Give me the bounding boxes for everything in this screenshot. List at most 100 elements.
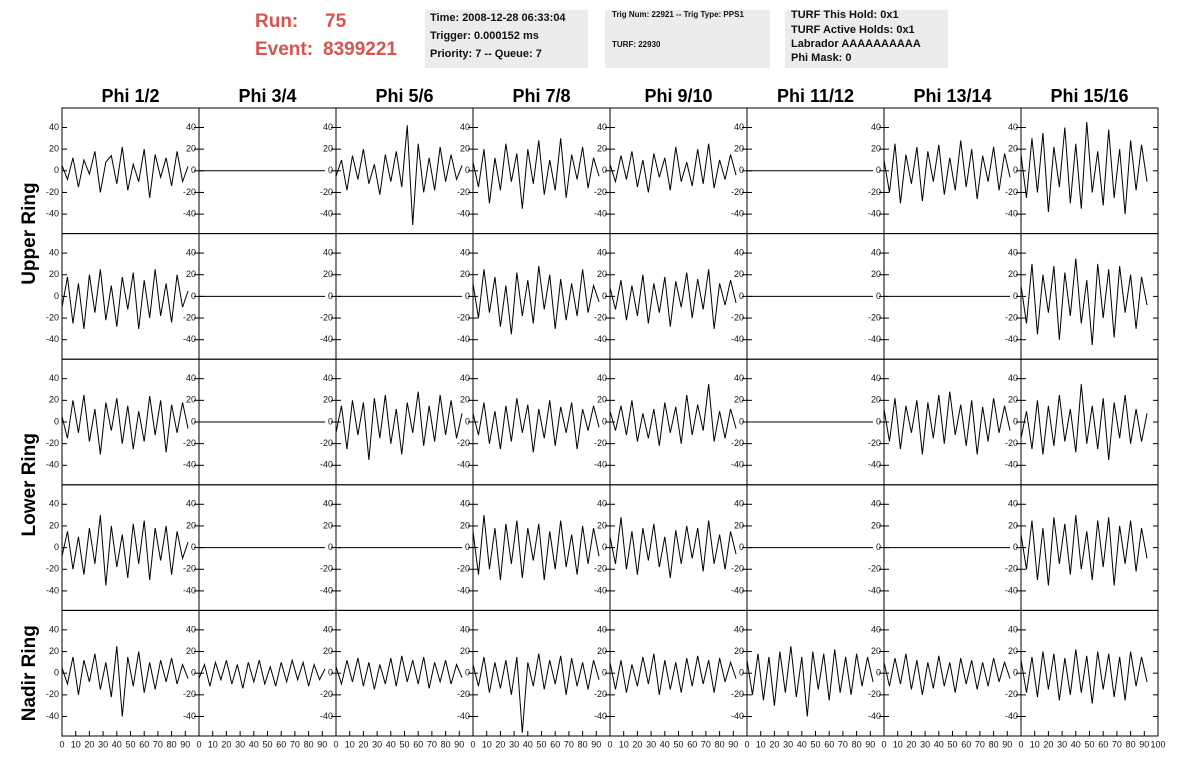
y-tick-label: 20 xyxy=(1008,646,1018,656)
y-tick-label: -20 xyxy=(868,689,881,699)
x-tick-label: 50 xyxy=(1084,739,1094,749)
y-tick-label: 20 xyxy=(186,646,196,656)
x-tick-label: 40 xyxy=(660,739,670,749)
y-tick-label: 0 xyxy=(1013,668,1018,678)
panel-frame xyxy=(883,609,1022,737)
row-label: Lower Ring xyxy=(19,433,40,536)
x-tick-label: 50 xyxy=(947,739,957,749)
waveform xyxy=(61,515,189,586)
y-tick-label: -40 xyxy=(183,585,196,595)
y-tick-label: -40 xyxy=(594,208,607,218)
info-box xyxy=(425,10,588,68)
y-tick-label: 40 xyxy=(597,624,607,634)
x-tick-label: 50 xyxy=(399,739,409,749)
y-tick-label: 20 xyxy=(871,646,881,656)
x-tick-label: 40 xyxy=(523,739,533,749)
y-tick-label: -20 xyxy=(868,438,881,448)
y-tick-label: 0 xyxy=(465,416,470,426)
x-tick-label: 90 xyxy=(180,739,190,749)
waveform xyxy=(1020,258,1148,346)
event-number: 8399221 xyxy=(323,39,397,60)
y-tick-label: -20 xyxy=(457,564,470,574)
y-tick-label: -20 xyxy=(457,312,470,322)
x-tick-label: 70 xyxy=(427,739,437,749)
x-tick-label: 80 xyxy=(167,739,177,749)
y-tick-label: 40 xyxy=(734,122,744,132)
y-tick-label: -40 xyxy=(594,334,607,344)
info-line: Phi Mask: 0 xyxy=(791,52,852,64)
waveform xyxy=(472,398,600,453)
info-line: TURF Active Holds: 0x1 xyxy=(791,24,915,36)
x-tick-label: 60 xyxy=(139,739,149,749)
y-tick-label: -20 xyxy=(457,438,470,448)
waveform xyxy=(61,269,189,329)
y-tick-label: 40 xyxy=(1008,499,1018,509)
y-tick-label: 40 xyxy=(186,499,196,509)
y-tick-label: 40 xyxy=(734,373,744,383)
y-tick-label: 20 xyxy=(460,395,470,405)
column-header: Phi 13/14 xyxy=(913,86,991,106)
y-tick-label: 20 xyxy=(871,520,881,530)
y-tick-label: -40 xyxy=(868,711,881,721)
x-tick-label: 30 xyxy=(235,739,245,749)
y-tick-label: 40 xyxy=(1008,122,1018,132)
y-tick-label: 0 xyxy=(1013,291,1018,301)
info-line: TURF: 22930 xyxy=(612,40,661,49)
y-tick-label: 0 xyxy=(54,542,59,552)
y-tick-label: 0 xyxy=(739,668,744,678)
x-tick-label: 0 xyxy=(1018,739,1023,749)
waveform xyxy=(883,140,1011,204)
y-tick-label: 20 xyxy=(597,646,607,656)
x-tick-label: 90 xyxy=(728,739,738,749)
y-tick-label: -40 xyxy=(868,585,881,595)
y-tick-label: -20 xyxy=(594,564,607,574)
y-tick-label: -40 xyxy=(457,208,470,218)
info-line: TURF This Hold: 0x1 xyxy=(791,9,899,21)
waveform xyxy=(1020,515,1148,586)
y-tick-label: 20 xyxy=(597,395,607,405)
x-tick-label: 30 xyxy=(509,739,519,749)
y-tick-label: 40 xyxy=(323,247,333,257)
y-tick-label: 40 xyxy=(1008,247,1018,257)
waveform xyxy=(335,391,463,460)
waveform xyxy=(1020,384,1148,460)
y-tick-label: 40 xyxy=(460,499,470,509)
y-tick-label: -40 xyxy=(457,334,470,344)
waveform xyxy=(198,658,326,689)
y-tick-label: 40 xyxy=(323,122,333,132)
y-tick-label: 40 xyxy=(871,122,881,132)
x-tick-label: 30 xyxy=(1057,739,1067,749)
waveform xyxy=(609,269,737,329)
x-tick-label: 90 xyxy=(1139,739,1149,749)
y-tick-label: -20 xyxy=(1005,564,1018,574)
x-tick-label: 60 xyxy=(550,739,560,749)
y-tick-label: 20 xyxy=(871,395,881,405)
x-tick-label: 70 xyxy=(564,739,574,749)
x-tick-label: 0 xyxy=(333,739,338,749)
y-tick-label: 20 xyxy=(734,269,744,279)
y-tick-label: 40 xyxy=(734,247,744,257)
x-tick-label: 60 xyxy=(961,739,971,749)
y-tick-label: -40 xyxy=(183,460,196,470)
y-tick-label: 40 xyxy=(871,373,881,383)
y-tick-label: -20 xyxy=(731,438,744,448)
x-tick-label: 60 xyxy=(687,739,697,749)
waveform xyxy=(472,653,600,733)
y-tick-label: 20 xyxy=(186,144,196,154)
y-tick-label: 20 xyxy=(734,144,744,154)
column-header: Phi 9/10 xyxy=(644,86,712,106)
y-tick-label: 0 xyxy=(876,542,881,552)
y-tick-label: -20 xyxy=(1005,312,1018,322)
info-line: Priority: 7 -- Queue: 7 xyxy=(430,48,542,60)
info-line: Trig Num: 22921 -- Trig Type: PPS1 xyxy=(612,10,744,19)
y-tick-label: 20 xyxy=(597,520,607,530)
x-tick-label: 30 xyxy=(98,739,108,749)
info-line: Time: 2008-12-28 06:33:04 xyxy=(430,12,566,24)
y-tick-label: 20 xyxy=(460,269,470,279)
y-tick-label: 20 xyxy=(460,646,470,656)
y-tick-label: -20 xyxy=(46,438,59,448)
y-tick-label: -20 xyxy=(46,689,59,699)
y-tick-label: 40 xyxy=(597,373,607,383)
y-tick-label: 40 xyxy=(734,499,744,509)
y-tick-label: 0 xyxy=(876,165,881,175)
